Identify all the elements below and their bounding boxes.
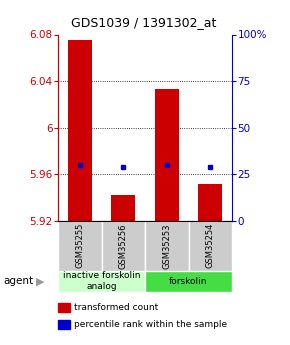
Text: GDS1039 / 1391302_at: GDS1039 / 1391302_at [71,16,216,29]
Bar [155,89,179,221]
Text: ▶: ▶ [37,276,45,286]
Bar [145,271,232,292]
Bar [198,184,222,221]
Text: inactive forskolin
analog: inactive forskolin analog [63,272,140,291]
Text: agent: agent [3,276,33,286]
Text: GSM35253: GSM35253 [162,223,171,268]
Bar [58,221,102,271]
Text: transformed count: transformed count [74,303,158,312]
Bar [145,221,188,271]
Text: forskolin: forskolin [169,277,208,286]
Text: GSM35254: GSM35254 [206,223,215,268]
Text: GSM35255: GSM35255 [75,223,84,268]
Bar [102,221,145,271]
Text: GSM35256: GSM35256 [119,223,128,268]
Bar [58,271,145,292]
Bar [188,221,232,271]
Bar [68,40,92,221]
Text: percentile rank within the sample: percentile rank within the sample [74,320,227,329]
Bar [111,195,135,221]
